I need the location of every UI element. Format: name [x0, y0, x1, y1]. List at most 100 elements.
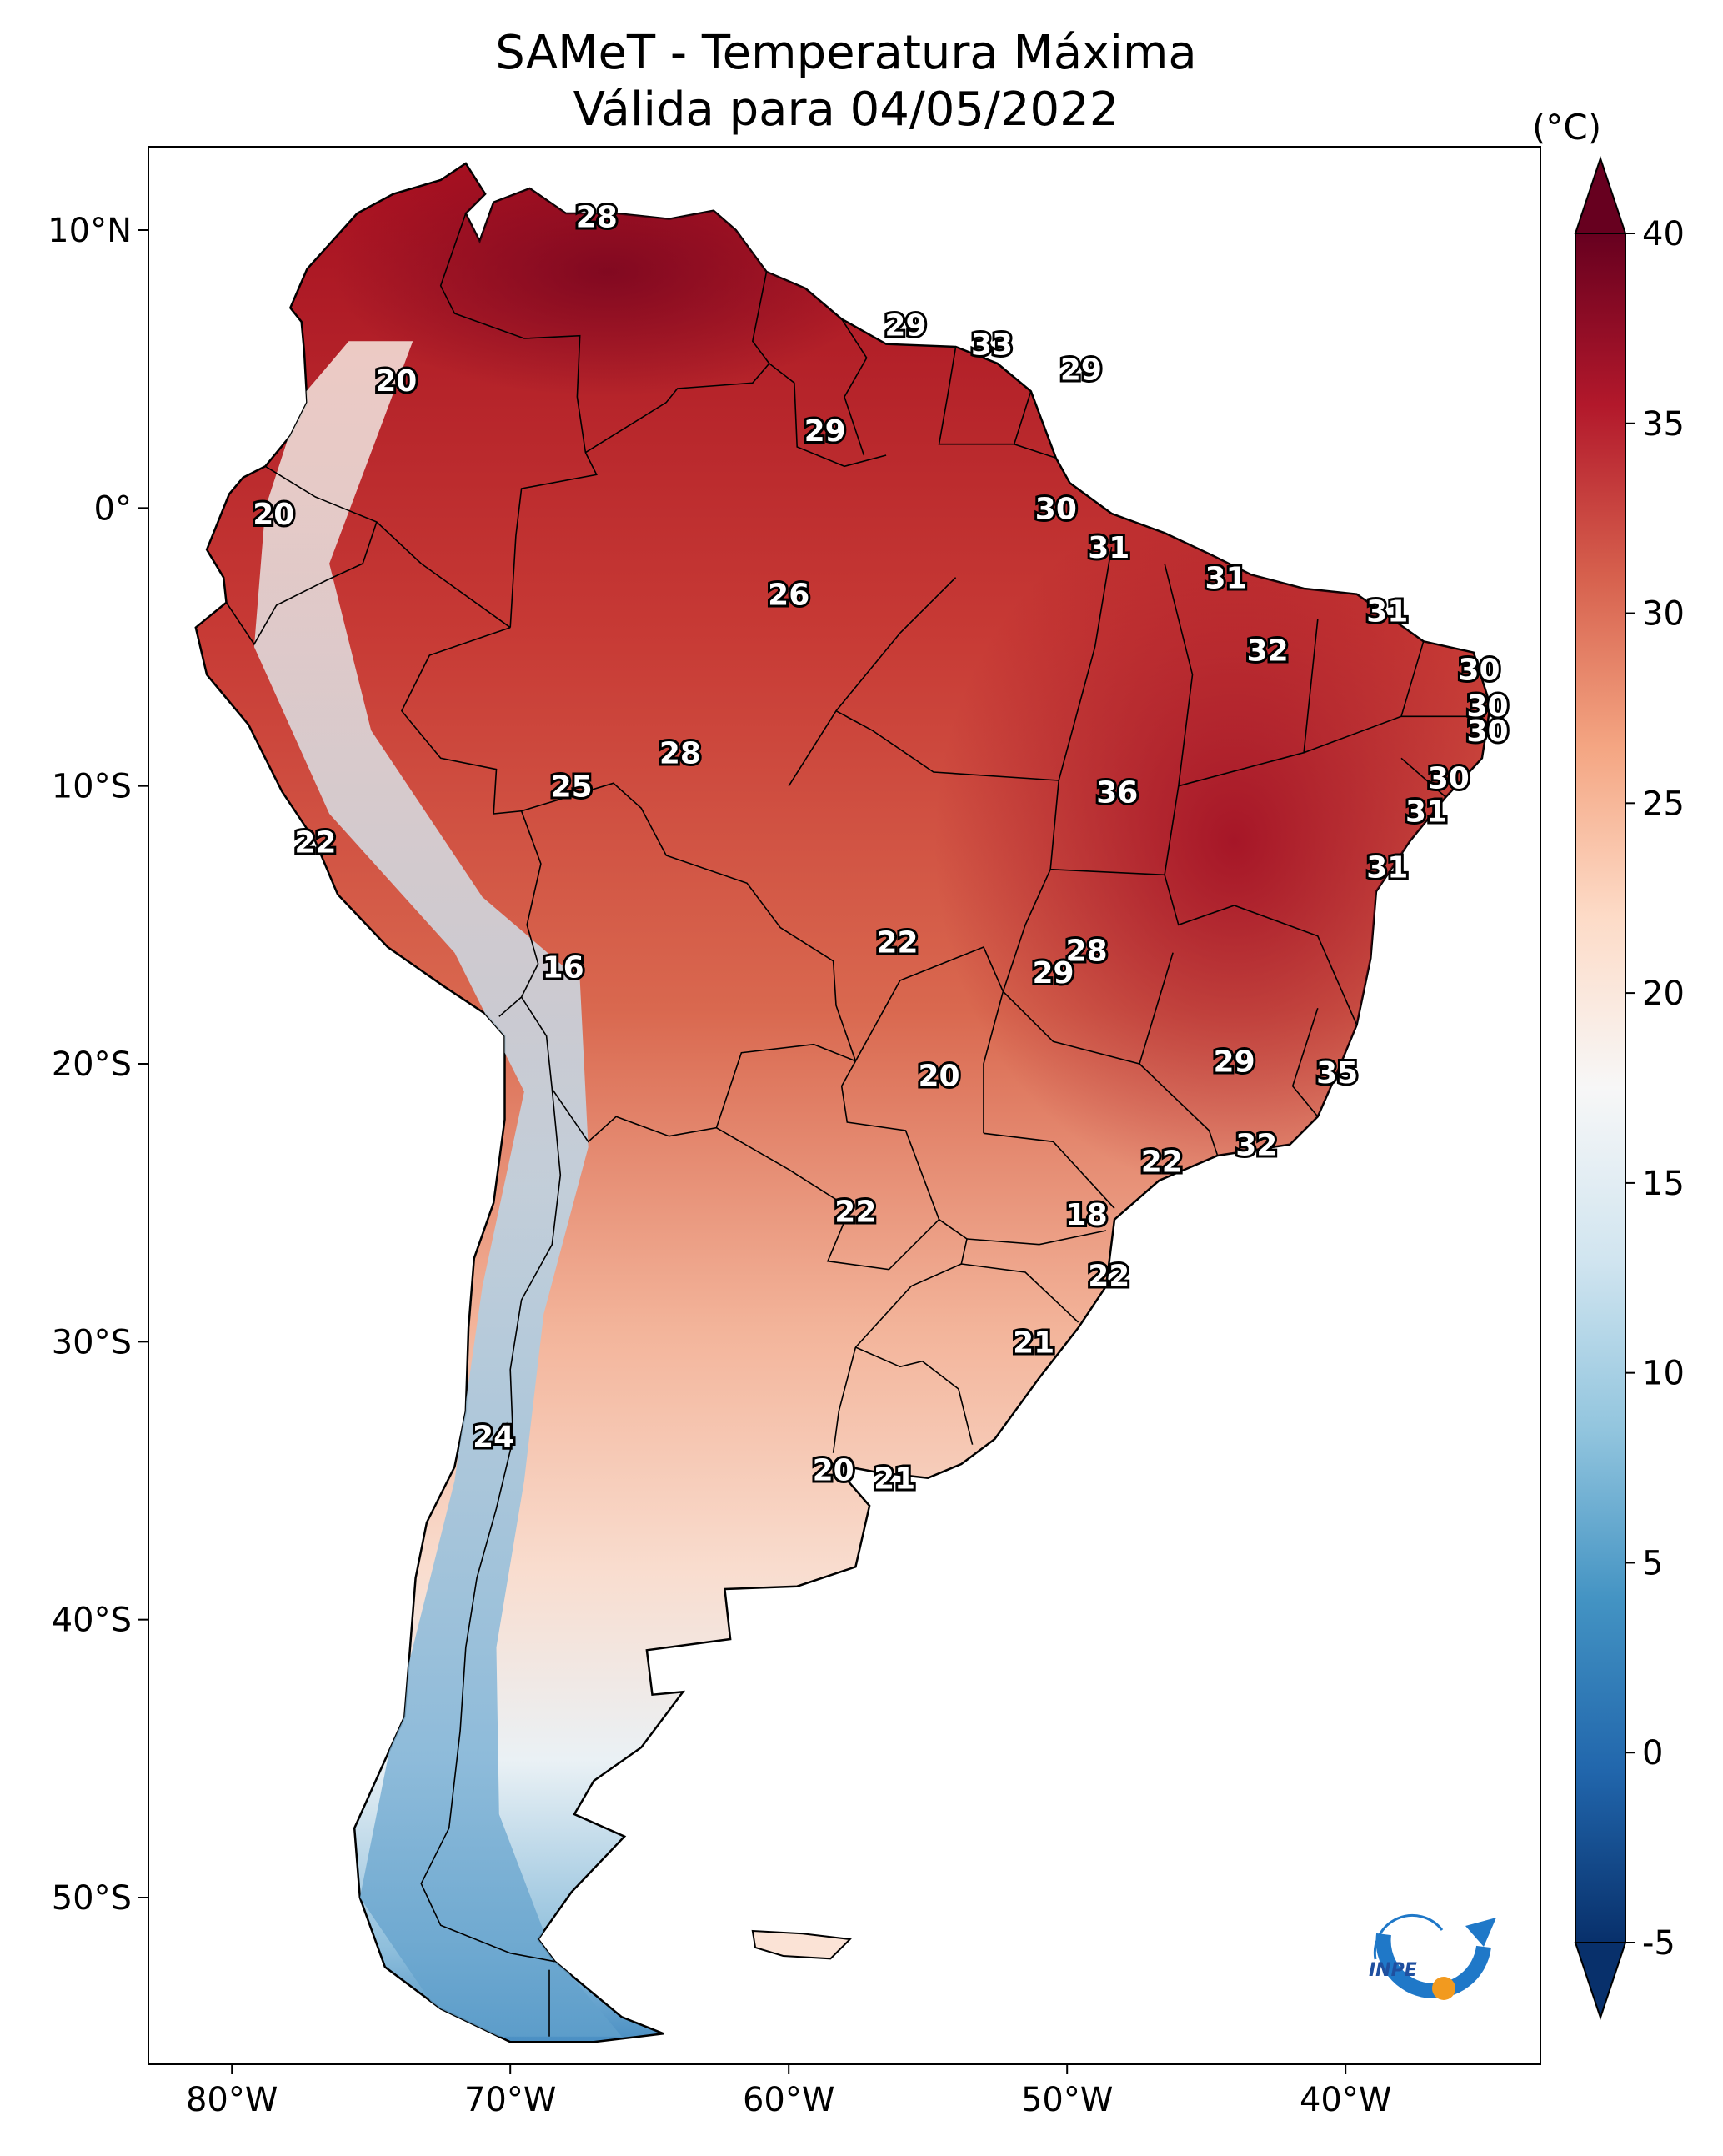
border-line	[841, 318, 868, 456]
city-temperature-label: 33	[971, 328, 1013, 363]
latitude-tick-label: 10°S	[52, 768, 132, 806]
border-line	[1139, 1063, 1219, 1156]
colorbar-extend-min	[1574, 1942, 1627, 2021]
border-line	[1049, 563, 1194, 876]
city-temperature-label: 25	[551, 770, 593, 805]
city-temperature-label: 30	[1466, 714, 1508, 749]
longitude-tick-label: 60°W	[743, 2081, 834, 2119]
city-temperature-label: 29	[1060, 353, 1102, 388]
colorbar-tick-label: 20	[1642, 975, 1685, 1013]
city-temperature-label: 31	[1405, 795, 1447, 830]
latitude-tick-label: 40°S	[52, 1602, 132, 1640]
colorbar-scale	[1575, 233, 1626, 1943]
border-line	[1002, 869, 1174, 1065]
border-line	[584, 271, 770, 454]
city-temperature-label: 20	[813, 1454, 854, 1488]
longitude-labels: 80°W 70°W 60°W 50°W 40°W	[186, 2064, 1391, 2119]
border-line	[716, 1127, 940, 1271]
city-temperature-label: 18	[1066, 1198, 1108, 1232]
border-line	[832, 1346, 857, 1453]
latitude-tick-label: 20°S	[52, 1045, 132, 1084]
city-temperature-label: 20	[375, 364, 417, 399]
colorbar-unit: (°C)	[1532, 107, 1602, 148]
city-temperature-label: 28	[576, 200, 618, 234]
city-temperature-label: 30	[1035, 492, 1077, 526]
city-temperature-label: 31	[1366, 850, 1408, 885]
falkland-islands	[751, 1929, 852, 1960]
border-line	[966, 1230, 1107, 1246]
longitude-tick-label: 80°W	[186, 2081, 278, 2119]
city-temperature-label: 20	[253, 498, 294, 532]
border-line	[854, 945, 1004, 1062]
colorbar-tick-label: 0	[1642, 1734, 1663, 1772]
city-temperature-label: 22	[1088, 1259, 1129, 1293]
city-temperature-label: 29	[1032, 956, 1074, 990]
colorbar-ticks: 40 35 30 25 20 15 10 5 0 -5	[1625, 215, 1685, 1963]
logo-text: INPE	[1369, 1960, 1417, 1981]
longitude-tick-label: 40°W	[1300, 2081, 1391, 2119]
border-line	[1014, 443, 1057, 459]
border-line	[840, 1060, 968, 1348]
city-temperature-label: 26	[768, 579, 809, 613]
city-temperature-label: 22	[834, 1196, 876, 1230]
map-border	[148, 146, 1541, 2065]
colorbar-tick-label: 40	[1642, 215, 1685, 253]
city-temperature-label: 16	[543, 950, 584, 985]
latitude-tick-label: 50°S	[52, 1879, 132, 1918]
colorbar-tick-label: 35	[1642, 405, 1685, 444]
longitude-tick-label: 50°W	[1021, 2081, 1113, 2119]
longitude-tick-label: 70°W	[464, 2081, 556, 2119]
city-temperature-label: 30	[1458, 654, 1500, 688]
border-line	[520, 996, 856, 1143]
city-temperature-label: 32	[1247, 634, 1289, 668]
colorbar-extend-max	[1574, 155, 1627, 234]
temperature-map: 10°N 0° 10°S 20°S 30°S 40°S 50°S 80°W 70°W 60°W 5…	[48, 146, 1541, 2119]
city-temperature-label: 29	[804, 414, 846, 449]
city-temperature-label: 22	[294, 825, 336, 860]
colorbar: 40 35 30 25 20 15 10 5 0 -5	[1574, 155, 1685, 2021]
city-temperature-label: 22	[876, 925, 918, 960]
latitude-tick-label: 30°S	[52, 1323, 132, 1361]
border-line	[835, 577, 957, 712]
city-temperature-label: 30	[1466, 689, 1508, 724]
city-temperature-label: 24	[473, 1421, 514, 1455]
country-borders	[225, 213, 1485, 2037]
city-temperature-label: 31	[1205, 562, 1247, 596]
border-line	[1291, 1008, 1319, 1117]
border-line	[788, 709, 1059, 787]
border-line	[1164, 875, 1358, 1025]
colorbar-tick-label: 5	[1642, 1544, 1663, 1582]
andes-cool-band	[253, 341, 622, 2037]
latitude-tick-label: 10°N	[48, 212, 132, 250]
colorbar-tick-label: 15	[1642, 1165, 1685, 1203]
colorbar-tick-label: 25	[1642, 785, 1685, 823]
city-temperature-label: 22	[1141, 1146, 1183, 1180]
border-line	[961, 1263, 1079, 1323]
city-temperature-label: 28	[659, 737, 701, 771]
city-temperature-label: 32	[1235, 1129, 1277, 1163]
latitude-labels: 10°N 0° 10°S 20°S 30°S 40°S 50°S	[48, 212, 148, 1918]
city-temperature-label: 31	[1366, 595, 1408, 629]
map-subtitle: Válida para 04/05/2022	[573, 83, 1119, 137]
border-line	[983, 991, 1004, 1134]
inpe-logo: INPE	[1369, 1914, 1496, 2000]
city-temperature-label: 20	[919, 1059, 960, 1093]
city-temperature-label: 30	[1428, 762, 1470, 796]
map-title: SAMeT - Temperatura Máxima	[495, 26, 1197, 80]
city-temperature-label: 21	[1013, 1326, 1054, 1360]
border-line	[938, 346, 1032, 445]
colorbar-tick-label: -5	[1642, 1924, 1675, 1963]
border-line	[983, 1132, 1115, 1209]
border-line	[769, 363, 887, 468]
city-temperature-label: 31	[1088, 531, 1129, 565]
city-temperature-label: 36	[1096, 775, 1138, 810]
border-line	[855, 1346, 974, 1445]
city-temperature-label: 29	[884, 308, 926, 343]
city-temperature-label: 29	[1214, 1045, 1255, 1080]
border-line	[1058, 546, 1113, 781]
border-line	[521, 782, 857, 1061]
border-line	[439, 213, 598, 628]
border-line	[225, 521, 378, 646]
city-temperature-label: 21	[874, 1462, 915, 1497]
